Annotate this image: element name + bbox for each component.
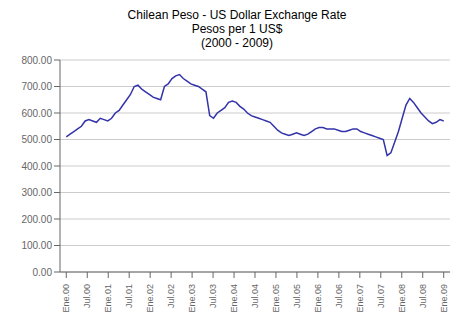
html-text:(2000 - 2009): (2000 - 2009) <box>201 36 273 50</box>
svg-text:500.00: 500.00 <box>21 134 52 145</box>
svg-text:Jul.05: Jul.05 <box>292 284 302 308</box>
svg-text:Jul.06: Jul.06 <box>334 284 344 308</box>
svg-text:Ene.01: Ene.01 <box>103 284 113 313</box>
svg-text:Ene.02: Ene.02 <box>145 284 155 313</box>
svg-text:Ene.00: Ene.00 <box>61 284 71 313</box>
svg-text:Jul.03: Jul.03 <box>208 284 218 308</box>
svg-text:600.00: 600.00 <box>21 108 52 119</box>
svg-text:Jul.02: Jul.02 <box>166 284 176 308</box>
svg-text:Ene.05: Ene.05 <box>271 284 281 313</box>
svg-text:Ene.08: Ene.08 <box>397 284 407 313</box>
svg-text:Jul.00: Jul.00 <box>82 284 92 308</box>
svg-text:Ene.09: Ene.09 <box>439 284 449 313</box>
svg-text:Ene.06: Ene.06 <box>313 284 323 313</box>
svg-text:Ene.04: Ene.04 <box>229 284 239 313</box>
svg-text:Jul.04: Jul.04 <box>250 284 260 308</box>
svg-text:100.00: 100.00 <box>21 240 52 251</box>
html-text:Chilean Peso - US Dollar Excha: Chilean Peso - US Dollar Exchange Rate <box>127 8 347 22</box>
html-text:Pesos per 1 US$: Pesos per 1 US$ <box>191 22 283 36</box>
svg-text:Jul.07: Jul.07 <box>376 284 386 308</box>
svg-text:Ene.03: Ene.03 <box>187 284 197 313</box>
svg-text:0.00: 0.00 <box>33 267 53 278</box>
svg-text:Jul.01: Jul.01 <box>124 284 134 308</box>
svg-text:Jul.08: Jul.08 <box>418 284 428 308</box>
svg-text:200.00: 200.00 <box>21 214 52 225</box>
svg-text:400.00: 400.00 <box>21 161 52 172</box>
svg-text:700.00: 700.00 <box>21 81 52 92</box>
svg-text:Ene.07: Ene.07 <box>355 284 365 313</box>
svg-text:300.00: 300.00 <box>21 187 52 198</box>
svg-text:800.00: 800.00 <box>21 55 52 66</box>
